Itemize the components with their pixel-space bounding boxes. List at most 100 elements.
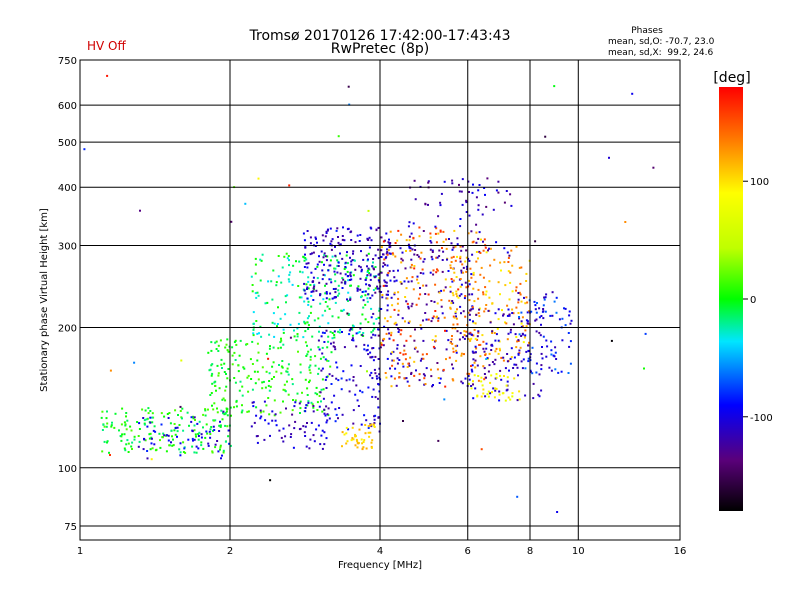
echo-point — [477, 330, 480, 333]
echo-point — [282, 400, 284, 403]
echo-point — [370, 371, 373, 374]
echo-point — [378, 376, 381, 379]
echo-point — [340, 388, 343, 391]
echo-point — [310, 294, 313, 297]
echo-point — [535, 330, 538, 333]
echo-point — [373, 327, 376, 330]
echo-point — [409, 356, 412, 359]
echo-point — [374, 372, 377, 375]
echo-point — [387, 249, 390, 252]
echo-point — [323, 408, 326, 411]
echo-point — [431, 385, 434, 388]
echo-point — [380, 256, 383, 258]
echo-point — [522, 341, 525, 344]
echo-point — [369, 226, 372, 229]
echo-point — [542, 310, 545, 313]
echo-point — [401, 317, 404, 320]
echo-point — [322, 273, 325, 276]
echo-point — [473, 328, 476, 331]
echo-point — [386, 304, 389, 307]
echo-point — [267, 357, 270, 360]
echo-point — [370, 336, 373, 339]
echo-point — [224, 346, 227, 349]
echo-point — [179, 454, 182, 457]
echo-point — [246, 410, 249, 413]
echo-point — [267, 397, 270, 399]
echo-point — [345, 379, 348, 382]
echo-point — [250, 275, 253, 278]
echo-point — [268, 413, 271, 416]
echo-point — [272, 269, 275, 272]
echo-point — [309, 253, 312, 256]
echo-point — [425, 367, 428, 370]
echo-point — [460, 249, 463, 252]
echo-point — [429, 271, 432, 274]
echo-point — [367, 344, 369, 347]
echo-point — [348, 103, 351, 106]
echo-point — [392, 339, 395, 342]
echo-point — [334, 280, 337, 283]
echo-point — [176, 426, 179, 429]
echo-point — [468, 372, 471, 375]
echo-point — [467, 382, 470, 385]
y-tick-label: 400 — [58, 183, 77, 194]
echo-point — [304, 253, 306, 256]
echo-point — [507, 270, 510, 273]
echo-point — [417, 282, 420, 285]
echo-point — [320, 261, 323, 264]
echo-point — [458, 190, 461, 193]
echo-point — [453, 271, 456, 274]
echo-point — [271, 321, 274, 324]
echo-point — [386, 309, 389, 312]
echo-point — [365, 277, 368, 280]
echo-point — [441, 312, 444, 315]
echo-point — [444, 329, 446, 332]
echo-point — [517, 339, 520, 342]
echo-point — [518, 333, 521, 336]
echo-point — [291, 383, 294, 386]
echo-point — [303, 266, 306, 268]
echo-point — [465, 256, 468, 259]
echo-point — [309, 348, 312, 351]
echo-point — [415, 369, 417, 372]
echo-point — [477, 331, 480, 334]
echo-point — [480, 448, 483, 451]
echo-point — [398, 372, 401, 375]
echo-point — [269, 385, 272, 388]
echo-point — [464, 260, 467, 263]
echo-point — [306, 317, 309, 320]
echo-point — [159, 446, 162, 449]
echo-point — [150, 437, 153, 440]
echo-point — [470, 273, 473, 276]
echo-point — [501, 309, 503, 312]
echo-point — [504, 321, 506, 324]
echo-point — [514, 333, 517, 336]
echo-point — [456, 344, 459, 347]
echo-point — [397, 291, 400, 294]
echo-point — [351, 327, 354, 330]
echo-point — [483, 238, 486, 241]
echo-point — [280, 281, 283, 284]
echo-point — [340, 309, 343, 312]
echo-point — [435, 241, 438, 244]
echo-point — [459, 218, 462, 220]
echo-point — [444, 385, 447, 388]
echo-point — [220, 409, 223, 412]
echo-point — [489, 392, 492, 395]
echo-point — [374, 254, 377, 257]
echo-point — [341, 287, 344, 289]
echo-point — [439, 201, 442, 204]
echo-point — [452, 323, 455, 326]
echo-point — [509, 271, 512, 274]
echo-point — [310, 305, 313, 308]
echo-point — [512, 367, 515, 369]
echo-point — [508, 313, 511, 316]
echo-point — [200, 436, 203, 439]
echo-point — [425, 284, 428, 287]
x-tick-label: 1 — [77, 546, 83, 557]
echo-point — [405, 300, 408, 303]
echo-point — [509, 357, 512, 360]
echo-point — [355, 384, 358, 387]
echo-point — [439, 229, 442, 232]
echo-point — [345, 254, 348, 257]
